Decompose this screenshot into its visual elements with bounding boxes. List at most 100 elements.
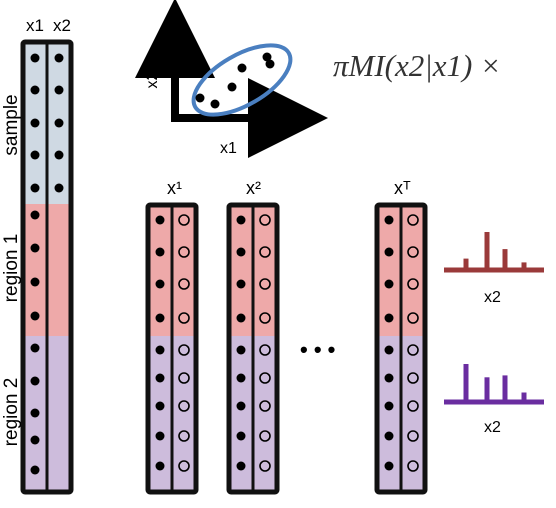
shuffled-x2-circle — [259, 372, 271, 384]
row-label-sample: sample — [1, 94, 22, 155]
x1-value-dot — [236, 215, 246, 225]
shuffled-x2-circle — [259, 312, 271, 324]
shuffled-x2-circle — [407, 278, 419, 290]
header-x1: x1 — [26, 16, 44, 35]
x1-value-dot — [155, 247, 165, 257]
shuffled-x2-circle — [178, 400, 190, 412]
x1-value-dot — [384, 313, 394, 323]
shuffled-x2-circle — [259, 246, 271, 258]
ellipsis: • • • — [300, 337, 335, 362]
x1-value-dot — [30, 435, 40, 445]
perm-label-2: x² — [246, 178, 261, 198]
x1-value-dot — [236, 431, 246, 441]
shuffled-x2-circle — [407, 400, 419, 412]
x1-value-dot — [30, 243, 40, 253]
x1-value-dot — [236, 279, 246, 289]
shuffled-x2-circle — [178, 460, 190, 472]
shuffled-x2-circle — [407, 214, 419, 226]
histograms — [444, 232, 544, 405]
scatter-x-label: x1 — [220, 140, 237, 157]
shuffled-x2-circle — [259, 460, 271, 472]
x2-value-dot — [54, 85, 64, 95]
x1-value-dot — [236, 401, 246, 411]
column-border — [20, 39, 74, 495]
x2-value-dot — [54, 53, 64, 63]
shuffled-x2-circle — [407, 312, 419, 324]
scatter-inset: x2 x1 — [135, 0, 328, 158]
x1-value-dot — [30, 53, 40, 63]
row-label-region-2: region 2 — [1, 378, 22, 447]
shuffled-x2-circle — [407, 460, 419, 472]
x1-value-dot — [30, 311, 40, 321]
x1-value-dot — [155, 345, 165, 355]
x1-value-dot — [384, 345, 394, 355]
x1-value-dot — [384, 247, 394, 257]
x2-value-dot — [54, 118, 64, 128]
scatter-point — [210, 99, 220, 109]
data-matrix — [20, 39, 74, 495]
shuffled-x2-circle — [178, 312, 190, 324]
shuffled-x2-circle — [259, 430, 271, 442]
scatter-point — [195, 93, 205, 103]
shuffled-x2-circle — [407, 246, 419, 258]
permuted-column-border — [145, 202, 199, 495]
x1-value-dot — [384, 279, 394, 289]
shuffled-x2-circle — [259, 214, 271, 226]
x1-value-dot — [384, 215, 394, 225]
x2-value-dot — [54, 150, 64, 160]
shuffled-x2-circle — [178, 246, 190, 258]
x1-value-dot — [155, 373, 165, 383]
permuted-columns — [145, 202, 428, 495]
x1-value-dot — [30, 150, 40, 160]
shuffled-x2-circle — [407, 372, 419, 384]
x1-value-dot — [155, 401, 165, 411]
conditional-probability-formula: πMI(x2|x1) × — [333, 48, 501, 83]
x1-value-dot — [30, 408, 40, 418]
perm-label-1: x¹ — [167, 178, 182, 198]
scatter-point — [265, 59, 275, 69]
shuffled-x2-circle — [259, 344, 271, 356]
x1-value-dot — [30, 183, 40, 193]
header-x2: x2 — [53, 16, 71, 35]
shuffled-x2-circle — [178, 214, 190, 226]
x1-value-dot — [30, 118, 40, 128]
x1-value-dot — [155, 461, 165, 471]
x1-value-dot — [384, 373, 394, 383]
x1-value-dot — [155, 215, 165, 225]
x1-value-dot — [236, 345, 246, 355]
x1-value-dot — [30, 277, 40, 287]
x1-value-dot — [30, 85, 40, 95]
shuffled-x2-circle — [259, 400, 271, 412]
histogram-1-xlabel: x2 — [484, 289, 501, 306]
shuffled-x2-circle — [178, 430, 190, 442]
row-label-region-1: region 1 — [1, 234, 22, 303]
shuffled-x2-circle — [178, 372, 190, 384]
shuffled-x2-circle — [259, 278, 271, 290]
scatter-point — [262, 52, 272, 62]
permuted-column-border — [226, 202, 280, 495]
histogram-2-xlabel: x2 — [484, 419, 501, 436]
x1-value-dot — [384, 401, 394, 411]
x1-value-dot — [236, 313, 246, 323]
x1-value-dot — [236, 461, 246, 471]
perm-label-T: xᵀ — [394, 178, 411, 198]
scatter-y-label: x2 — [144, 71, 161, 88]
shuffled-x2-circle — [178, 278, 190, 290]
scatter-point — [237, 63, 247, 73]
x1-value-dot — [30, 343, 40, 353]
x1-value-dot — [155, 313, 165, 323]
x1-value-dot — [236, 247, 246, 257]
shuffled-x2-circle — [407, 344, 419, 356]
x1-value-dot — [236, 373, 246, 383]
x1-value-dot — [155, 279, 165, 289]
x2-value-dot — [54, 183, 64, 193]
x1-value-dot — [30, 210, 40, 220]
x1-value-dot — [155, 431, 165, 441]
shuffled-x2-circle — [407, 430, 419, 442]
correlation-ellipse — [191, 43, 293, 117]
x1-value-dot — [384, 431, 394, 441]
scatter-point — [227, 82, 237, 92]
x1-value-dot — [384, 461, 394, 471]
x1-value-dot — [30, 465, 40, 475]
